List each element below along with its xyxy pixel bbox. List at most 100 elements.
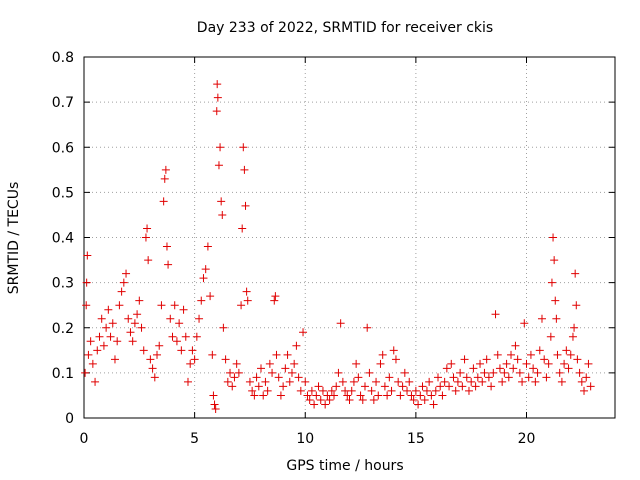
data-point [442, 364, 451, 373]
data-point [482, 355, 491, 364]
data-point [110, 355, 119, 364]
data-point [321, 400, 330, 409]
data-point [577, 377, 586, 386]
data-point [358, 395, 367, 404]
data-point [210, 400, 219, 409]
data-point [584, 359, 593, 368]
data-point [206, 292, 215, 301]
data-point [141, 233, 150, 242]
y-tick-label: 0.1 [52, 366, 74, 382]
data-point [343, 391, 352, 400]
data-point [547, 278, 556, 287]
data-point [507, 350, 516, 359]
data-point [217, 197, 226, 206]
data-point [356, 391, 365, 400]
data-point [170, 301, 179, 310]
data-point [573, 355, 582, 364]
data-point [82, 301, 91, 310]
data-point [168, 332, 177, 341]
data-point [318, 386, 327, 395]
data-point [462, 373, 471, 382]
data-point [203, 242, 212, 251]
data-point [336, 319, 345, 328]
data-point [146, 355, 155, 364]
data-point [301, 377, 310, 386]
data-point [338, 377, 347, 386]
data-point [175, 319, 184, 328]
data-point [303, 391, 312, 400]
y-tick-label: 0.5 [52, 185, 74, 201]
data-point [166, 314, 175, 323]
data-point [172, 337, 181, 346]
data-point [325, 395, 334, 404]
data-point [473, 373, 482, 382]
data-point [93, 346, 102, 355]
data-point [139, 346, 148, 355]
data-point [349, 377, 358, 386]
x-tick-label: 10 [296, 431, 314, 447]
data-point [378, 350, 387, 359]
data-point [252, 373, 261, 382]
data-point [542, 373, 551, 382]
data-point [155, 341, 164, 350]
data-point [190, 355, 199, 364]
data-point [268, 368, 277, 377]
data-point [489, 368, 498, 377]
data-point [130, 319, 139, 328]
data-point [369, 395, 378, 404]
data-point [425, 377, 434, 386]
data-point [427, 391, 436, 400]
data-point [478, 377, 487, 386]
data-point [552, 314, 561, 323]
y-tick-label: 0 [65, 411, 74, 427]
data-point [487, 382, 496, 391]
data-point [299, 328, 308, 337]
data-point [272, 350, 281, 359]
data-point [209, 391, 218, 400]
data-point [493, 350, 502, 359]
data-point [188, 346, 197, 355]
data-point [195, 314, 204, 323]
data-point [471, 382, 480, 391]
grid-lines [84, 57, 615, 418]
data-point [374, 391, 383, 400]
data-point [126, 328, 135, 337]
data-point [458, 382, 467, 391]
data-point [504, 373, 513, 382]
data-point [314, 382, 323, 391]
data-point [257, 364, 265, 373]
data-point [451, 386, 460, 395]
data-point [102, 323, 111, 332]
data-point [513, 355, 522, 364]
data-point [245, 377, 254, 386]
data-point [84, 350, 93, 359]
data-point [391, 355, 400, 364]
data-point [238, 224, 247, 233]
data-point [354, 373, 363, 382]
data-point [546, 332, 555, 341]
data-point [526, 350, 535, 359]
data-point [228, 382, 237, 391]
data-point [201, 265, 210, 274]
data-point [571, 269, 580, 278]
data-point [484, 373, 493, 382]
data-point [566, 350, 575, 359]
data-point [106, 332, 115, 341]
data-point [183, 377, 192, 386]
data-point [495, 364, 504, 373]
data-point [150, 373, 159, 382]
data-point [389, 346, 398, 355]
data-point [305, 395, 314, 404]
data-point [372, 377, 381, 386]
data-point [347, 386, 356, 395]
data-point [515, 368, 524, 377]
data-point [540, 355, 549, 364]
data-point [363, 323, 372, 332]
data-point [128, 337, 137, 346]
data-point [223, 377, 232, 386]
data-point [345, 395, 354, 404]
data-point [162, 242, 171, 251]
data-point [285, 377, 294, 386]
data-point [113, 337, 122, 346]
data-point [292, 341, 301, 350]
